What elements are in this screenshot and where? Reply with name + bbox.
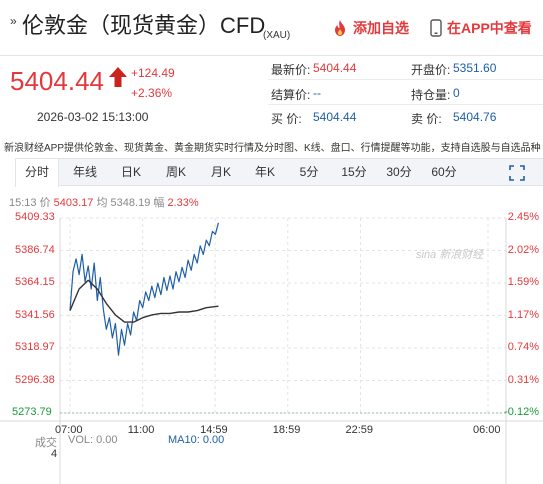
title-bar: » 伦敦金（现货黄金）CFD (XAU) 添加自选 在APP中查看	[0, 0, 543, 54]
settle-price-label: 结算价:	[271, 88, 311, 102]
info-amp-label: 幅	[153, 197, 165, 209]
view-in-app-button[interactable]: 在APP中查看	[430, 18, 532, 38]
tab-60min[interactable]: 60分	[431, 165, 457, 179]
tab-yearly-k[interactable]: 年K	[254, 165, 275, 179]
info-amp: 2.33%	[167, 197, 199, 209]
y-right-tick-label: 1.17%	[507, 308, 539, 321]
current-price: 5404.44	[10, 66, 104, 96]
y-left-tick-label: 5386.74	[15, 243, 55, 256]
vol-value: VOL: 0.00	[68, 434, 118, 446]
y-right-tick-label: -0.12%	[504, 406, 539, 418]
fire-icon	[335, 20, 345, 36]
average-line	[69, 279, 219, 323]
add-watchlist-button[interactable]: 添加自选	[331, 18, 409, 38]
watermark: sina 新浪财经	[416, 249, 484, 261]
latest-price-value: 5404.44	[313, 61, 357, 75]
latest-price-label: 最新价:	[271, 63, 311, 77]
settle-price-value: --	[313, 86, 321, 100]
y-left-tick-label: 5273.79	[12, 406, 52, 418]
info-time: 15:13	[9, 197, 37, 209]
price-change-percent: +2.36%	[131, 86, 173, 100]
intraday-chart[interactable]: sina 新浪财经 5409.33 5386.74 5364.15 5341.56 53…	[0, 210, 543, 484]
open-price-label: 开盘价:	[411, 63, 451, 77]
volume-label: 成交	[35, 437, 57, 449]
header-divider	[0, 55, 543, 56]
y-left-tick-label: 5318.97	[15, 341, 55, 353]
open-interest-label: 持仓量:	[411, 88, 451, 102]
tab-30min[interactable]: 30分	[386, 165, 412, 179]
y-right-tick-label: 0.74%	[507, 341, 539, 353]
app-notice: 新浪财经APP提供伦敦金、现货黄金、黄金期货实时行情及分时图、K线、盘口、行情提…	[4, 143, 541, 154]
open-price-value: 5351.60	[453, 61, 497, 75]
x-tick-label: 18:59	[272, 424, 301, 436]
instrument-title: 伦敦金（现货黄金）CFD	[22, 13, 266, 38]
expand-arrows-icon[interactable]: »	[10, 14, 17, 28]
bid-price-value: 5404.44	[313, 110, 357, 124]
bid-price-label: 买 价:	[271, 112, 302, 126]
tab-daily-k[interactable]: 日K	[120, 165, 141, 179]
tab-weekly-k[interactable]: 周K	[165, 165, 186, 179]
x-tick-label: 11:00	[127, 424, 155, 436]
tab-intraday[interactable]: 分时	[15, 159, 59, 187]
x-tick-label: 22:59	[345, 424, 373, 436]
quote-row-divider	[268, 104, 543, 105]
y-right-tick-label: 2.02%	[507, 243, 539, 256]
info-avg: 5348.19	[110, 197, 151, 209]
info-price-label: 价	[39, 197, 51, 209]
y-right-tick-label: 0.31%	[507, 373, 539, 386]
chart-period-tabs: 分时 年线 日K 周K 月K 年K 5分 15分 30分 60分	[15, 158, 543, 187]
view-in-app-label: 在APP中查看	[447, 20, 532, 36]
price-line	[69, 222, 219, 356]
open-interest-value: 0	[453, 86, 460, 100]
y-left-tick-label: 5409.33	[15, 211, 55, 223]
phone-icon	[430, 19, 442, 37]
info-avg-label: 均	[96, 197, 108, 209]
info-price: 5403.17	[53, 197, 94, 209]
x-tick-label: 07:00	[55, 424, 83, 436]
add-watchlist-label: 添加自选	[353, 20, 409, 36]
fullscreen-icon[interactable]	[509, 165, 525, 181]
instrument-code: (XAU)	[263, 30, 291, 41]
tab-5min[interactable]: 5分	[299, 165, 319, 179]
x-tick-label: 06:00	[473, 424, 501, 436]
crosshair-info: 15:13 价 5403.17 均 5348.19 幅 2.33%	[9, 194, 199, 210]
y-right-tick-label: 2.45%	[507, 211, 539, 223]
quote-row-divider	[268, 79, 543, 80]
ma10-value: MA10: 0.00	[168, 434, 225, 446]
ask-price-value: 5404.76	[453, 110, 497, 124]
price-chart-svg	[0, 217, 543, 484]
y-left-tick-label: 5341.56	[15, 308, 55, 321]
y-left-tick-label: 5364.15	[15, 276, 55, 288]
price-change: +124.49	[131, 66, 175, 80]
up-arrow-icon	[109, 67, 127, 87]
tab-monthly-k[interactable]: 月K	[210, 165, 231, 179]
y-right-tick-label: 1.59%	[507, 276, 539, 288]
y-left-tick-label: 5296.38	[15, 373, 55, 386]
x-tick-label: 14:59	[200, 424, 228, 436]
volume-axis-value: 4	[51, 448, 58, 460]
quote-datetime: 2026-03-02 15:13:00	[37, 110, 149, 124]
tab-15min[interactable]: 15分	[341, 165, 367, 179]
ask-price-label: 卖 价:	[411, 112, 442, 126]
tab-year-line[interactable]: 年线	[72, 165, 97, 179]
